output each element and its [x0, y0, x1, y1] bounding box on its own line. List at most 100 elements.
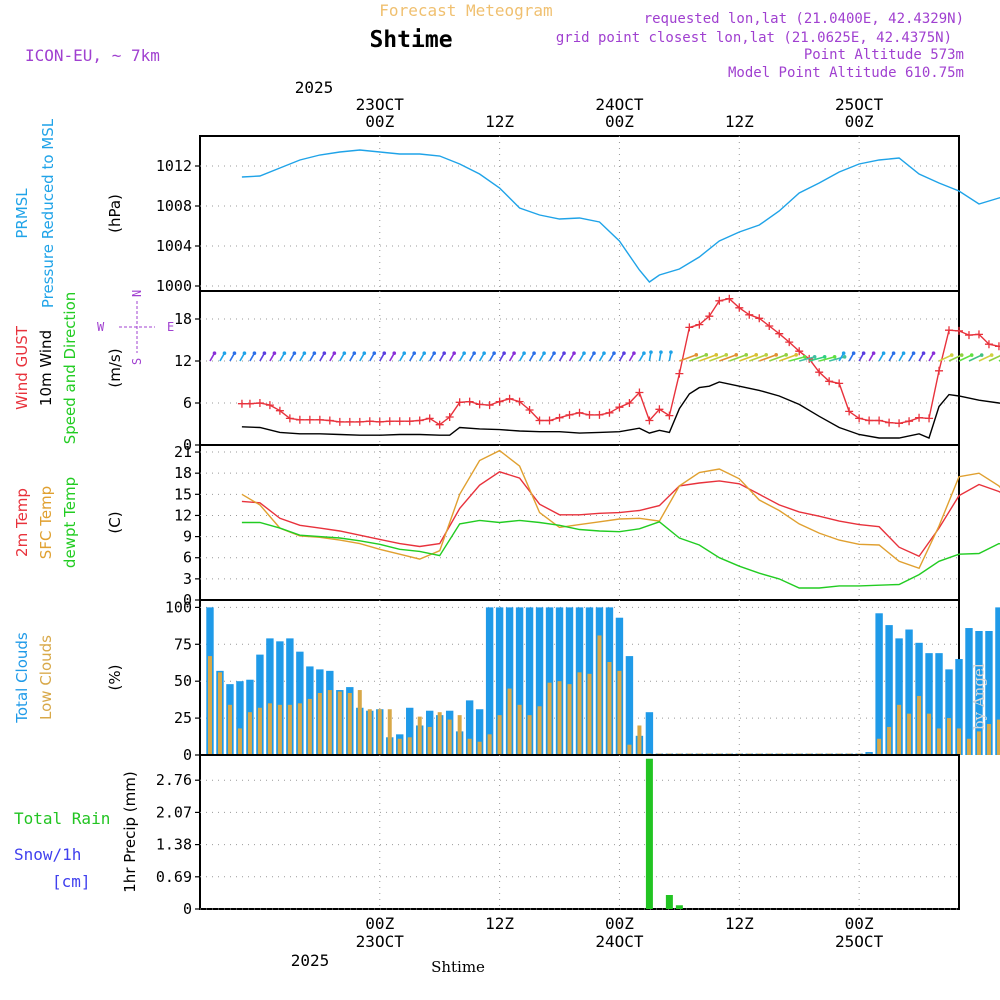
- wind-arrow: [778, 354, 797, 362]
- wind-arrow: [938, 354, 953, 362]
- low-cloud-bar: [427, 726, 432, 755]
- low-cloud-bar: [227, 704, 232, 755]
- total-cloud-bar: [925, 653, 933, 755]
- gust-point: [405, 417, 414, 426]
- footer-location: Shtime: [431, 958, 485, 976]
- gust-point: [665, 411, 674, 420]
- series-label: 2m Temp: [13, 488, 31, 557]
- gust-point: [675, 369, 684, 378]
- wind-arrow: [749, 354, 767, 362]
- wind-arrow-head: [959, 353, 964, 357]
- bottom-tick-time: 00Z: [365, 914, 394, 933]
- top-tick-date: 24OCT: [595, 95, 644, 114]
- y-tick-label: 3: [183, 570, 192, 588]
- wind-arrow-head: [412, 351, 417, 356]
- low-cloud-bar: [277, 704, 282, 755]
- wind-arrow-head: [482, 351, 486, 356]
- wind-arrow-head: [871, 351, 876, 356]
- wind-arrow-head: [232, 351, 237, 356]
- wind-arrow: [768, 354, 787, 362]
- y-tick-label: 9: [183, 528, 192, 546]
- top-title: Forecast Meteogram: [379, 1, 552, 20]
- wind-arrow-head: [881, 351, 886, 356]
- gust-point: [645, 416, 654, 425]
- y-tick-label: 0: [183, 900, 192, 918]
- low-cloud-bar: [497, 715, 502, 755]
- gust-point: [315, 415, 324, 424]
- low-cloud-bar: [267, 703, 272, 755]
- snow-label: Snow/1h: [14, 845, 81, 864]
- y-tick-label: 50: [174, 672, 192, 690]
- gust-point: [365, 417, 374, 426]
- wind-arrow: [709, 354, 727, 362]
- top-tick-time: 00Z: [845, 112, 874, 131]
- y-tick-label: 6: [183, 549, 192, 567]
- low-cloud-bar: [457, 715, 462, 755]
- wind-arrow-head: [372, 351, 377, 356]
- low-cloud-bar: [337, 691, 342, 755]
- gust-point: [735, 303, 744, 312]
- gust-point: [865, 416, 874, 425]
- y-tick-label: 12: [174, 352, 192, 370]
- gust-point: [545, 416, 554, 425]
- gust-point: [945, 326, 954, 335]
- wind-arrow: [739, 354, 757, 362]
- gust-point: [335, 417, 344, 426]
- gust-point: [605, 408, 614, 417]
- wind-arrow-head: [352, 351, 357, 356]
- wind-arrow-head: [322, 351, 327, 356]
- low-cloud-bar: [996, 719, 1000, 755]
- gust-point: [395, 417, 404, 426]
- gust-point: [775, 329, 784, 338]
- gust-point: [425, 414, 434, 423]
- unit-label: (%): [106, 665, 124, 691]
- gust-point: [345, 417, 354, 426]
- y-tick-label: 1012: [156, 157, 192, 175]
- low-cloud-bar: [387, 709, 392, 755]
- low-cloud-bar: [887, 726, 892, 755]
- low-cloud-bar: [537, 706, 542, 755]
- total-cloud-bar: [885, 625, 893, 755]
- gust-point: [485, 401, 494, 410]
- bottom-tick-date: 23OCT: [356, 932, 405, 951]
- wind-arrow: [968, 354, 983, 362]
- wind-arrow-head: [891, 351, 896, 356]
- unit-label: 1hr Precip (mm): [121, 771, 139, 892]
- gust-point: [765, 322, 774, 330]
- wind-arrow-head: [822, 355, 827, 359]
- wind-arrow-head: [282, 351, 287, 356]
- series-label: Speed and Direction: [61, 292, 79, 445]
- y-tick-label: 0: [183, 436, 192, 454]
- low-cloud-bar: [327, 690, 332, 755]
- gust-point: [845, 407, 854, 416]
- total-cloud-bar: [945, 669, 953, 755]
- snow-unit-label: [cm]: [52, 872, 91, 891]
- panel-temperature: 0 3 6 9 12 15 18 21 2m Temp SFC Temp dewpt Temp (C): [13, 443, 1000, 609]
- gust-point: [994, 342, 1000, 351]
- total-cloud-bar: [276, 641, 284, 755]
- low-cloud-bar: [347, 693, 352, 755]
- low-cloud-bar: [627, 744, 632, 755]
- unit-label: (m/s): [106, 348, 124, 387]
- gust-point: [525, 406, 534, 414]
- wind-arrow: [978, 354, 993, 362]
- gust-point: [325, 416, 334, 425]
- low-cloud-bar: [297, 703, 302, 755]
- wind-arrow-head: [649, 350, 653, 354]
- series-line-wind-gust: [241, 297, 1000, 426]
- wind-arrow: [758, 354, 777, 362]
- y-tick-label: 6: [183, 394, 192, 412]
- wind-arrow-head: [492, 351, 496, 356]
- wind-arrow-head: [582, 351, 586, 356]
- wind-arrow-head: [832, 355, 837, 359]
- wind-arrow-head: [512, 351, 516, 356]
- wind-arrow-head: [592, 351, 596, 356]
- low-cloud-bar: [487, 734, 492, 755]
- wind-arrow-head: [704, 353, 709, 357]
- low-cloud-bar: [937, 728, 942, 755]
- gust-point: [825, 377, 834, 386]
- low-cloud-bar: [467, 738, 472, 755]
- wind-arrow: [719, 354, 737, 362]
- y-tick-label: 15: [174, 485, 192, 503]
